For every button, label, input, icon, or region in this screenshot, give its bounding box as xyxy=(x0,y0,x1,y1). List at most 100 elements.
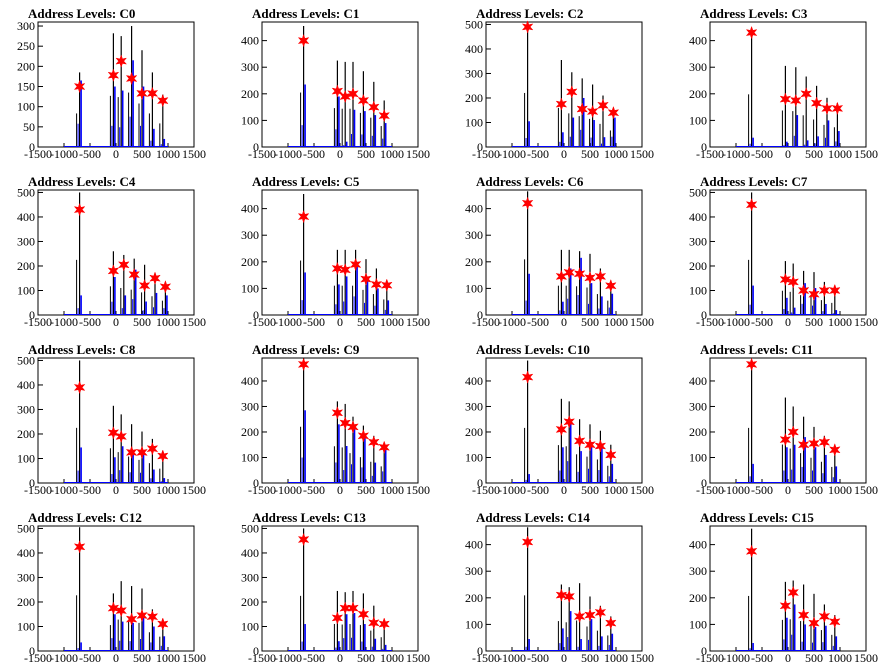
plot-frame xyxy=(485,21,643,148)
x-tick-label: -1500 xyxy=(472,147,500,161)
x-tick-label: 0 xyxy=(113,483,119,497)
y-tick-label: 400 xyxy=(17,546,35,560)
peak-marker xyxy=(73,380,86,395)
peak-marker xyxy=(107,264,120,278)
panel-title: Address Levels: C14 xyxy=(476,510,590,525)
y-tick-label: 50 xyxy=(23,120,35,134)
x-tick-label: 1000 xyxy=(380,147,404,161)
y-tick-label: 100 xyxy=(689,113,707,127)
x-tick-label: 1500 xyxy=(630,651,654,665)
panel-title: Address Levels: C0 xyxy=(28,6,136,21)
y-tick-label: 100 xyxy=(689,283,707,297)
peak-marker xyxy=(818,435,831,449)
x-tick-label: -1500 xyxy=(696,483,724,497)
peak-marker xyxy=(555,422,568,437)
x-tick-label: 1500 xyxy=(406,651,430,665)
peak-marker xyxy=(797,437,810,452)
peak-marker xyxy=(779,272,792,287)
peak-marker xyxy=(125,71,138,86)
y-tick-label: 0 xyxy=(701,476,707,490)
x-tick-label: 500 xyxy=(357,147,375,161)
y-tick-label: 100 xyxy=(17,283,35,297)
y-tick-label: 100 xyxy=(689,617,707,631)
y-tick-label: 100 xyxy=(241,113,259,127)
y-tick-label: 200 xyxy=(17,259,35,273)
x-tick-label: -1500 xyxy=(248,315,276,329)
histogram-plot: 0 100 200 300 400 500 -1500-1000 -500 0 500 1000 15… xyxy=(17,185,206,329)
y-tick-label: 200 xyxy=(17,427,35,441)
y-tick-label: 400 xyxy=(17,210,35,224)
y-tick-label: 400 xyxy=(17,378,35,392)
peak-marker xyxy=(331,406,344,420)
peak-marker xyxy=(297,357,310,372)
x-tick-label: 1500 xyxy=(630,147,654,161)
x-tick-label: -1500 xyxy=(24,483,52,497)
x-tick-label: -500 xyxy=(527,315,549,329)
x-tick-label: 0 xyxy=(561,651,567,665)
histogram-panel: Address Levels: C7 0 100 200 300 400 500 -1500-… xyxy=(672,168,896,336)
peak-marker xyxy=(331,261,344,276)
histogram-panel: Address Levels: C12 0 100 200 300 400 500 -1500… xyxy=(0,504,224,672)
peak-marker xyxy=(800,87,813,101)
x-tick-label: 500 xyxy=(805,651,823,665)
panel-title: Address Levels: C5 xyxy=(252,174,360,189)
x-tick-label: 0 xyxy=(561,147,567,161)
peak-marker xyxy=(594,439,607,453)
x-tick-label: 0 xyxy=(561,315,567,329)
peak-marker xyxy=(779,599,792,613)
peak-marker xyxy=(115,429,128,444)
x-tick-label: 1500 xyxy=(854,651,878,665)
y-tick-label: 200 xyxy=(241,425,259,439)
histogram-panel: Address Levels: C14 0 100 200 300 400 -1500 -10… xyxy=(448,504,672,672)
plot-frame xyxy=(709,21,867,148)
y-tick-label: 200 xyxy=(465,591,483,605)
x-tick-label: -500 xyxy=(79,147,101,161)
x-tick-label: -1000 xyxy=(274,483,302,497)
histogram-panel: Address Levels: C0 0 50 100 150 200 250 300 -150… xyxy=(0,0,224,168)
x-tick-label: -500 xyxy=(527,651,549,665)
panel-title: Address Levels: C6 xyxy=(476,174,584,189)
peak-marker xyxy=(828,614,841,629)
panel-title: Address Levels: C1 xyxy=(252,6,360,21)
y-tick-label: 300 xyxy=(465,66,483,80)
plot-frame xyxy=(37,357,195,484)
peak-marker xyxy=(136,445,148,460)
histogram-plot: 0 100 200 300 400 -1500-1000 -500 0 500 1000 1500 xyxy=(689,357,878,497)
x-tick-label: 1500 xyxy=(182,651,206,665)
plot-frame xyxy=(261,21,419,148)
x-tick-label: 0 xyxy=(113,315,119,329)
histogram-plot: 0 100 200 300 400 500 -1500-1000 -500 0 500 1000 15… xyxy=(17,521,206,665)
y-tick-label: 0 xyxy=(477,140,483,154)
histogram-panel: Address Levels: C10 0 100 200 300 400 -1500 -10… xyxy=(448,336,672,504)
x-tick-label: 500 xyxy=(805,483,823,497)
peak-marker xyxy=(831,101,844,116)
histogram-panel: Address Levels: C4 0 100 200 300 400 500 -1500-… xyxy=(0,168,224,336)
y-tick-label: 500 xyxy=(17,521,35,535)
histogram-plot: 0 100 200 300 400 -1500-1000 -500 0 500 1000 1500 xyxy=(465,357,654,497)
x-tick-label: 1500 xyxy=(854,147,878,161)
x-tick-label: -500 xyxy=(79,651,101,665)
peak-marker xyxy=(604,616,617,630)
peak-marker xyxy=(521,370,534,384)
y-tick-label: 400 xyxy=(689,374,707,388)
peak-marker xyxy=(810,96,823,110)
histogram-panel: Address Levels: C2 0 100 200 300 400 500 -1500-… xyxy=(448,0,672,168)
y-tick-label: 0 xyxy=(29,308,35,322)
y-tick-label: 400 xyxy=(241,34,259,48)
y-tick-label: 300 xyxy=(689,399,707,413)
peak-marker xyxy=(370,277,383,292)
y-tick-label: 300 xyxy=(465,399,483,413)
x-tick-label: -1000 xyxy=(274,315,302,329)
panel-title: Address Levels: C2 xyxy=(476,6,584,21)
peak-marker xyxy=(584,437,596,452)
panel-title: Address Levels: C4 xyxy=(28,174,136,189)
peak-marker xyxy=(584,608,596,622)
peak-marker xyxy=(73,202,86,217)
x-tick-label: -1000 xyxy=(50,651,78,665)
peak-marker xyxy=(367,616,380,630)
x-tick-label: -1500 xyxy=(472,651,500,665)
plot-frame xyxy=(485,357,643,484)
peak-marker xyxy=(367,435,380,449)
x-tick-label: 1000 xyxy=(828,315,852,329)
x-tick-label: 500 xyxy=(133,483,151,497)
